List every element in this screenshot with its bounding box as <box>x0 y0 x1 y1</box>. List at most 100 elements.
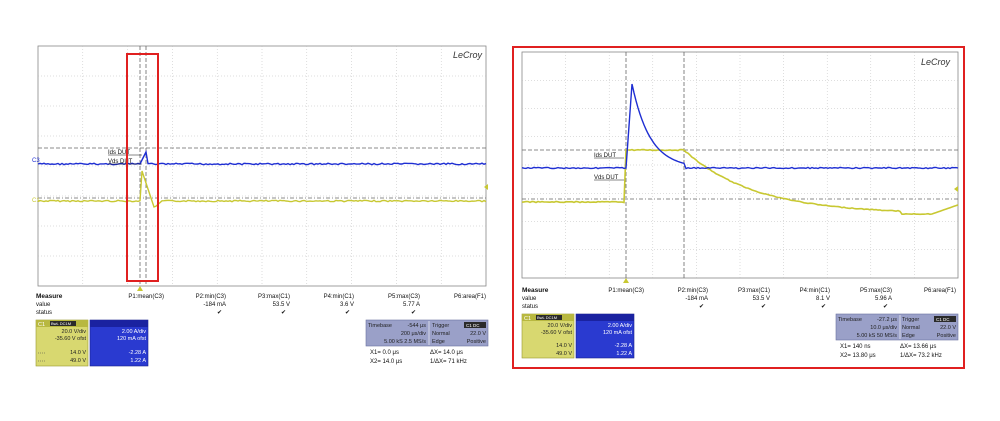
meas-p3-value: 53.5 V <box>753 296 770 302</box>
c1-descriptor[interactable]: C1 BwL DC1M 20.0 V/div -35.60 V ofst 14.… <box>521 313 575 359</box>
trigger-label: Trigger <box>902 317 919 323</box>
c3-vdiv: 2.00 A/div <box>608 323 632 329</box>
meas-p3-check-icon: ✔ <box>761 304 766 310</box>
c3-ofst: 120 mA ofst <box>117 336 147 342</box>
c1-vdiv: 20.0 V/div <box>62 329 87 335</box>
trace-ch3 <box>521 83 959 170</box>
trace-ch1 <box>37 170 487 208</box>
scope-left-svg: LeCroy C3 C1 Ids DUT Vds DUT Measure val… <box>32 45 489 367</box>
trigger-slope: Positive <box>937 333 956 339</box>
label-vds: Vds DUT <box>594 175 619 181</box>
meas-p5-check-icon: ✔ <box>411 310 416 316</box>
c3-ofst: 120 mA ofst <box>603 330 633 336</box>
meas-p6-name: P6:area(F1) <box>454 294 486 300</box>
c1-ofst: -35.60 V ofst <box>55 336 87 342</box>
meas-p1-name: P1:mean(C3) <box>608 288 644 294</box>
cursor-x2: X2= 14.0 μs <box>370 359 402 365</box>
meas-p4-name: P4:min(C1) <box>324 294 354 300</box>
cursor-x2: X2= 13.80 μs <box>840 353 876 359</box>
measure-row-value: value <box>522 296 537 302</box>
c1-badge: BwL DC1M <box>537 315 557 320</box>
brand-logo: LeCroy <box>921 57 951 67</box>
meas-p6-name: P6:area(F1) <box>924 288 956 294</box>
cursor-x1: X1= 0.0 μs <box>370 350 399 356</box>
highlight-frame <box>512 46 965 369</box>
timebase-div: 200 μs/div <box>401 331 426 337</box>
trace-ch3 <box>37 149 487 166</box>
measure-columns: P1:mean(C3) P2:min(C3) P3:max(C1) P4:min… <box>128 294 486 316</box>
meas-p2-value: -184 mA <box>203 302 226 308</box>
meas-p5-name: P5:max(C3) <box>860 288 892 294</box>
trigger-tag: C1 DC <box>466 323 480 328</box>
timebase-label: Timebase <box>368 323 392 329</box>
measure-row-status: status <box>522 304 538 310</box>
trigger-level: 22.0 V <box>470 331 486 337</box>
c3-v2: 1.22 A <box>130 358 146 364</box>
meas-p4-check-icon: ✔ <box>345 310 350 316</box>
scope-right-svg: LeCroy Ids DUT Vds DUT Measure value sta… <box>521 51 959 359</box>
c1-tag: C1 <box>38 322 45 328</box>
marker-c1: C1 <box>32 198 40 204</box>
meas-p5-check-icon: ✔ <box>883 304 888 310</box>
meas-p2-name: P2:min(C3) <box>196 294 226 300</box>
meas-p5-value: 5.77 A <box>403 302 420 308</box>
timebase-div: 10.0 μs/div <box>870 325 897 331</box>
cursor-dx: ΔX= 14.0 μs <box>430 350 463 356</box>
trigger-level-marker <box>484 184 488 190</box>
c1-descriptor[interactable]: C1 BwL DC1M 20.0 V/div -35.60 V ofst 14.… <box>35 319 89 367</box>
c1-v1: 14.0 V <box>70 350 86 356</box>
measure-title: Measure <box>522 287 549 294</box>
c1-vdiv: 20.0 V/div <box>548 323 573 329</box>
cursor-fx: 1/ΔX= 73.2 kHz <box>900 353 942 359</box>
timebase-rate: 5.00 kS 2.5 MS/s <box>384 339 426 345</box>
trigger-mode: Normal <box>432 331 450 337</box>
highlight-box <box>126 53 159 282</box>
scope-left: LeCroy C3 C1 Ids DUT Vds DUT Measure val… <box>32 45 489 376</box>
grid <box>522 52 958 278</box>
meas-p5-name: P5:max(C3) <box>388 294 420 300</box>
trigger-mode: Normal <box>902 325 920 331</box>
meas-p4-name: P4:min(C1) <box>800 288 830 294</box>
c1-v1: 14.0 V <box>556 343 572 349</box>
cursor-x1: X1= 140 ns <box>840 344 871 350</box>
c1-badge: BwL DC1M <box>51 321 71 326</box>
meas-p2-value: -184 mA <box>685 296 708 302</box>
measure-title: Measure <box>36 293 63 300</box>
meas-p3-name: P3:max(C1) <box>738 288 770 294</box>
trigger-level-marker <box>954 186 958 192</box>
timebase-label: Timebase <box>838 317 862 323</box>
meas-p4-value: 3.6 V <box>340 302 354 308</box>
c3-v1: -2.28 A <box>615 343 633 349</box>
measure-row-status: status <box>36 310 52 316</box>
trace-ch1 <box>521 148 959 216</box>
meas-p4-value: 8.1 V <box>816 296 830 302</box>
marker-c3: C3 <box>32 158 40 164</box>
timebase-value: -27.2 μs <box>877 317 897 323</box>
c1-tag: C1 <box>524 316 531 322</box>
cursor-fx: 1/ΔX= 71 kHz <box>430 359 467 365</box>
label-vds: Vds DUT <box>108 159 133 165</box>
timebase-trigger-panel[interactable]: Timebase -544 μs 200 μs/div 5.00 kS 2.5 … <box>365 319 489 347</box>
c3-v2: 1.22 A <box>616 351 632 357</box>
trigger-pos-marker <box>137 286 143 291</box>
c3-vdiv: 2.00 A/div <box>122 329 146 335</box>
cursor-dx: ΔX= 13.66 μs <box>900 344 936 350</box>
meas-p5-value: 5.96 A <box>875 296 892 302</box>
trigger-slope: Positive <box>467 339 486 345</box>
timebase-trigger-panel[interactable]: Timebase -27.2 μs 10.0 μs/div 5.00 kS 50… <box>835 313 959 341</box>
c3-descriptor[interactable]: 2.00 A/div 120 mA ofst -2.28 A 1.22 A <box>575 313 635 359</box>
c3-descriptor[interactable]: 2.00 A/div 120 mA ofst -2.28 A 1.22 A <box>89 319 149 367</box>
meas-p2-check-icon: ✔ <box>699 304 704 310</box>
brand-logo: LeCroy <box>453 50 483 60</box>
trigger-level: 22.0 V <box>940 325 956 331</box>
meas-p3-check-icon: ✔ <box>281 310 286 316</box>
trigger-tag: C1 DC <box>936 317 950 322</box>
meas-p3-name: P3:max(C1) <box>258 294 290 300</box>
meas-p4-check-icon: ✔ <box>821 304 826 310</box>
meas-p3-value: 53.5 V <box>273 302 290 308</box>
c1-ofst: -35.60 V ofst <box>541 330 573 336</box>
timebase-value: -544 μs <box>408 323 427 329</box>
label-ids: Ids DUT <box>594 153 616 159</box>
label-ids: Ids DUT <box>108 150 130 156</box>
meas-p1-name: P1:mean(C3) <box>128 294 164 300</box>
